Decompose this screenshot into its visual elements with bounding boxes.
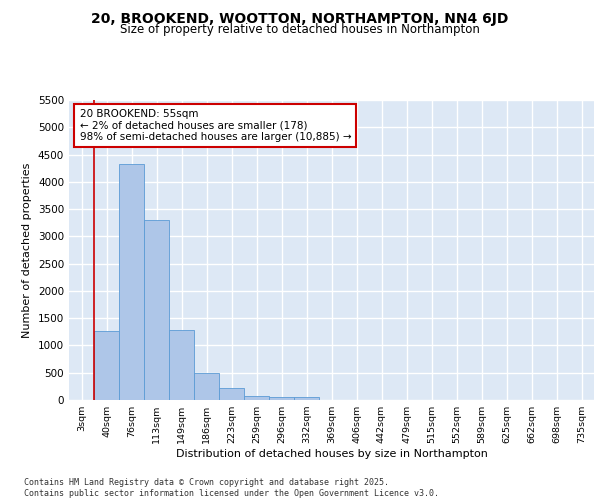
- Bar: [294, 398, 319, 400]
- Bar: [94, 330, 119, 400]
- Text: 20, BROOKEND, WOOTTON, NORTHAMPTON, NN4 6JD: 20, BROOKEND, WOOTTON, NORTHAMPTON, NN4 …: [91, 12, 509, 26]
- Y-axis label: Number of detached properties: Number of detached properties: [22, 162, 32, 338]
- Text: Contains HM Land Registry data © Crown copyright and database right 2025.
Contai: Contains HM Land Registry data © Crown c…: [24, 478, 439, 498]
- Bar: [169, 330, 194, 400]
- Bar: [144, 220, 169, 400]
- X-axis label: Distribution of detached houses by size in Northampton: Distribution of detached houses by size …: [176, 449, 487, 459]
- Bar: [194, 372, 219, 400]
- Text: Size of property relative to detached houses in Northampton: Size of property relative to detached ho…: [120, 24, 480, 36]
- Bar: [269, 398, 294, 400]
- Text: 20 BROOKEND: 55sqm
← 2% of detached houses are smaller (178)
98% of semi-detache: 20 BROOKEND: 55sqm ← 2% of detached hous…: [79, 109, 351, 142]
- Bar: [244, 396, 269, 400]
- Bar: [219, 388, 244, 400]
- Bar: [119, 164, 144, 400]
